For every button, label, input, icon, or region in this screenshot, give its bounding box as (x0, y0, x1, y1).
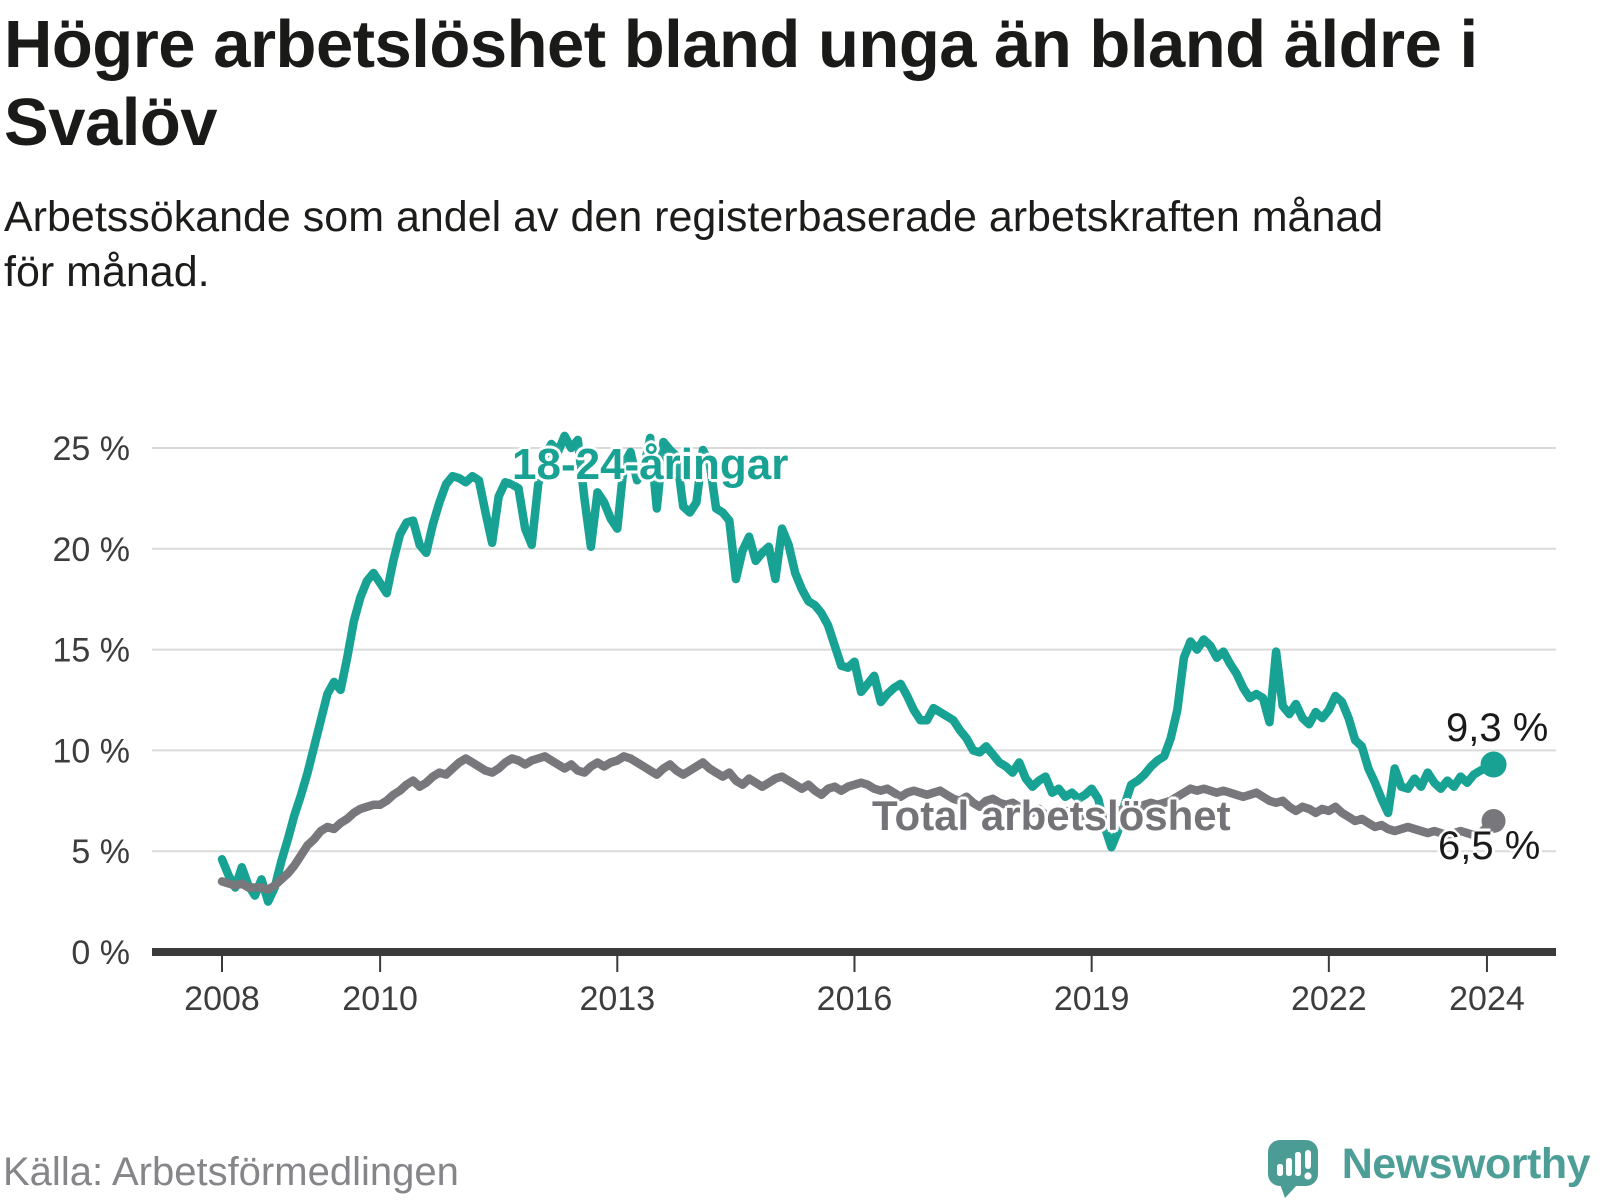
end-value-label-total: 6,5 % (1438, 824, 1541, 868)
series-label-youth: 18-24-åringar (512, 440, 789, 489)
logo-bar-2 (1285, 1158, 1292, 1176)
chart-subtitle-line1: Arbetssökande som andel av den registerb… (4, 193, 1384, 241)
logo-bar-1 (1276, 1164, 1283, 1176)
logo-exclamation-dot (1304, 1172, 1312, 1180)
logo-bar-3 (1294, 1152, 1301, 1176)
y-tick-label-0: 0 % (71, 934, 130, 972)
newsworthy-wordmark: Newsworthy (1341, 1140, 1591, 1188)
total-end-dot (1481, 808, 1506, 833)
x-tick-label-2010: 2010 (342, 980, 418, 1018)
newsworthy-brand: Newsworthy (1266, 1136, 1591, 1200)
x-tick-label-2022: 2022 (1291, 980, 1367, 1018)
x-tick-label-2019: 2019 (1054, 980, 1130, 1018)
x-tick-label-2016: 2016 (817, 980, 893, 1018)
source-note: Källa: Arbetsförmedlingen (3, 1150, 459, 1194)
series-label-total: Total arbetslöshet (872, 792, 1231, 839)
y-tick-label-15: 15 % (53, 632, 131, 670)
youth-series-line (217, 431, 1498, 906)
newsworthy-logo-icon (1267, 1140, 1318, 1198)
chart-subtitle-line2: för månad. (4, 248, 210, 296)
chart-title-line2: Svalöv (4, 85, 218, 160)
logo-exclamation-bar (1304, 1150, 1311, 1169)
y-tick-label-5: 5 % (71, 833, 130, 871)
x-tick-label-2013: 2013 (579, 980, 655, 1018)
total-series-line (217, 752, 1498, 894)
y-tick-label-25: 25 % (53, 430, 131, 468)
chart-title-line1: Högre arbetslöshet bland unga än bland ä… (4, 7, 1478, 82)
chart-subtitle: Arbetssökande som andel av den registerb… (4, 190, 1584, 300)
chart-title: Högre arbetslöshet bland unga än bland ä… (4, 6, 1584, 162)
x-tick-label-2024: 2024 (1449, 980, 1525, 1018)
y-tick-label-20: 20 % (53, 531, 131, 569)
y-tick-label-10: 10 % (53, 732, 131, 770)
youth-end-dot (1480, 751, 1507, 778)
x-tick-label-2008: 2008 (184, 980, 260, 1018)
end-value-label-youth: 9,3 % (1446, 706, 1549, 750)
